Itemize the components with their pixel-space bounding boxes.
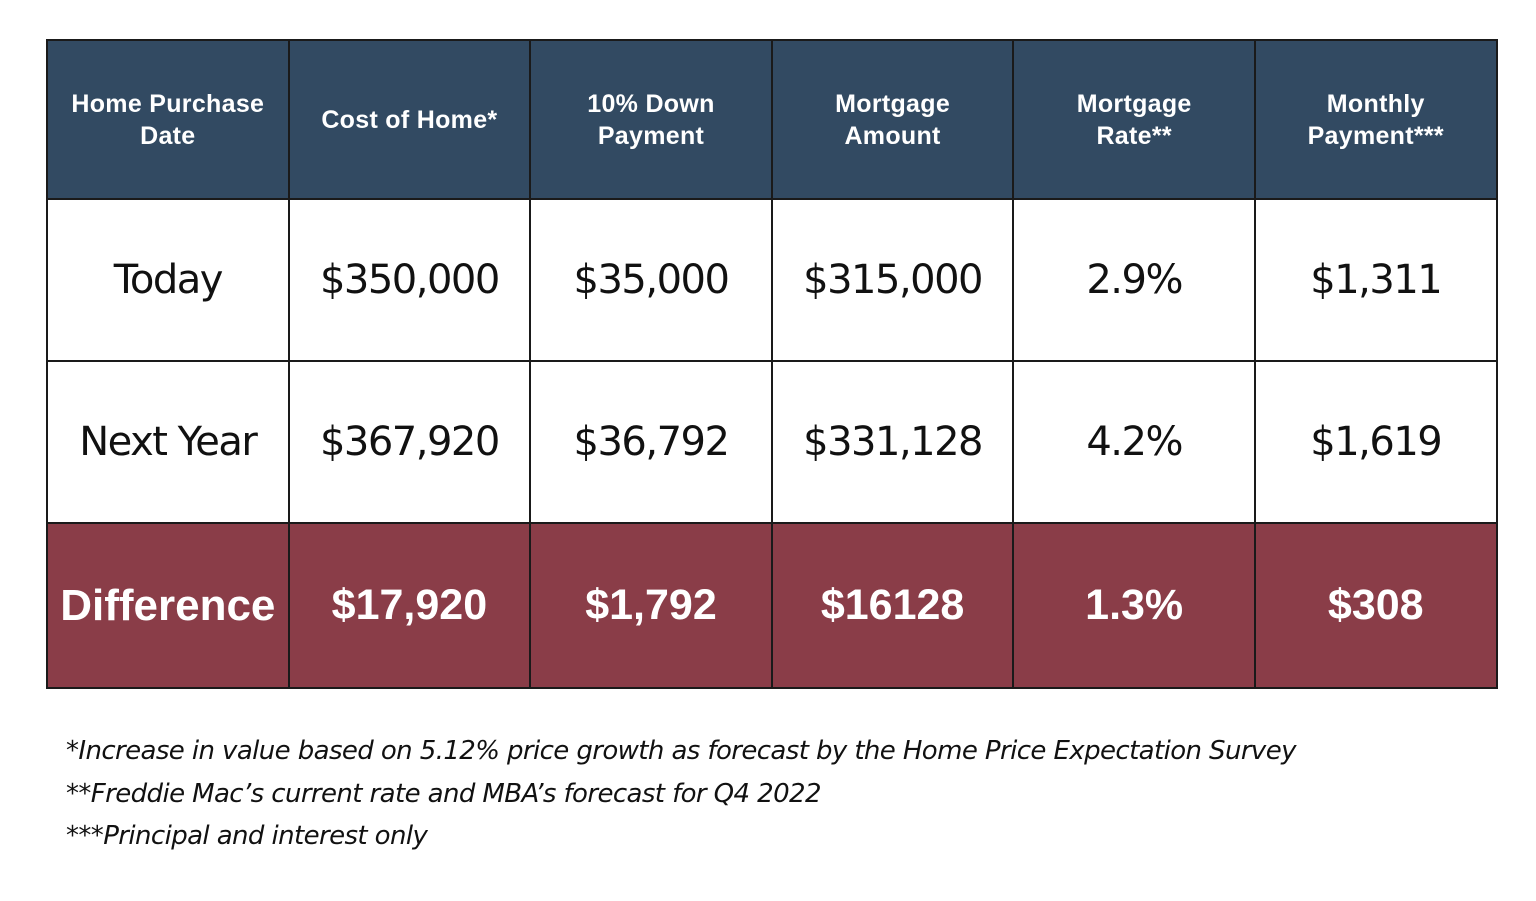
footnote-principal-interest: ***Principal and interest only [66, 821, 428, 851]
cell-down-payment-difference: $1,792 [529, 522, 773, 689]
header-cost-of-home: Cost of Home* [287, 39, 532, 200]
header-monthly-payment: Monthly Payment*** [1253, 39, 1498, 200]
cell-mortgage-amount: $331,128 [770, 360, 1015, 524]
footnotes: *Increase in value based on 5.12% price … [66, 730, 1297, 858]
header-line: Date [140, 121, 196, 150]
cell-mortgage-rate: 2.9% [1012, 198, 1256, 362]
cell-payment-difference: $308 [1253, 522, 1498, 689]
mortgage-comparison-table: Home Purchase Date Cost of Home* 10% Down… [46, 39, 1498, 689]
cell-monthly-payment: $1,619 [1253, 360, 1498, 524]
header-row: Home Purchase Date Cost of Home* 10% Down… [46, 39, 1498, 200]
cell-mortgage-amount: $315,000 [770, 198, 1015, 362]
header-purchase-date: Home Purchase Date [46, 39, 290, 200]
cell-mortgage-amount-difference: $16128 [770, 522, 1015, 689]
header-line: Cost of Home* [321, 105, 498, 134]
header-line: Mortgage [1076, 89, 1192, 118]
cell-purchase-date: Today [46, 198, 290, 362]
cell-difference-label: Difference [46, 522, 290, 689]
table-row-next-year: Next Year $367,920 $36,792 $331,128 4.2%… [46, 360, 1498, 524]
footnote-mortgage-rate: **Freddie Mac’s current rate and MBA’s f… [66, 778, 822, 809]
footnote-price-growth: *Increase in value based on 5.12% price … [66, 736, 1297, 766]
cell-purchase-date: Next Year [46, 360, 290, 524]
header-line: Rate** [1096, 121, 1172, 150]
cell-monthly-payment: $1,311 [1253, 198, 1498, 362]
cell-down-payment: $35,000 [529, 198, 773, 362]
cell-mortgage-rate: 4.2% [1012, 360, 1256, 524]
header-down-payment: 10% Down Payment [529, 39, 773, 200]
cell-cost-of-home: $350,000 [287, 198, 532, 362]
cell-cost-of-home: $367,920 [287, 360, 532, 524]
header-line: Payment [597, 121, 705, 150]
header-line: Mortgage [835, 89, 951, 118]
header-line: Monthly [1326, 89, 1425, 118]
table-row-difference: Difference $17,920 $1,792 $16128 1.3% $3… [46, 522, 1498, 689]
header-mortgage-amount: Mortgage Amount [770, 39, 1015, 200]
header-line: Home Purchase [71, 89, 265, 118]
header-line: Amount [844, 121, 941, 150]
header-line: 10% Down [587, 89, 715, 118]
cell-down-payment: $36,792 [529, 360, 773, 524]
cell-cost-difference: $17,920 [287, 522, 532, 689]
table-row-today: Today $350,000 $35,000 $315,000 2.9% $1,… [46, 198, 1498, 362]
cell-rate-difference: 1.3% [1012, 522, 1256, 689]
header-mortgage-rate: Mortgage Rate** [1012, 39, 1256, 200]
header-line: Payment*** [1307, 121, 1444, 150]
